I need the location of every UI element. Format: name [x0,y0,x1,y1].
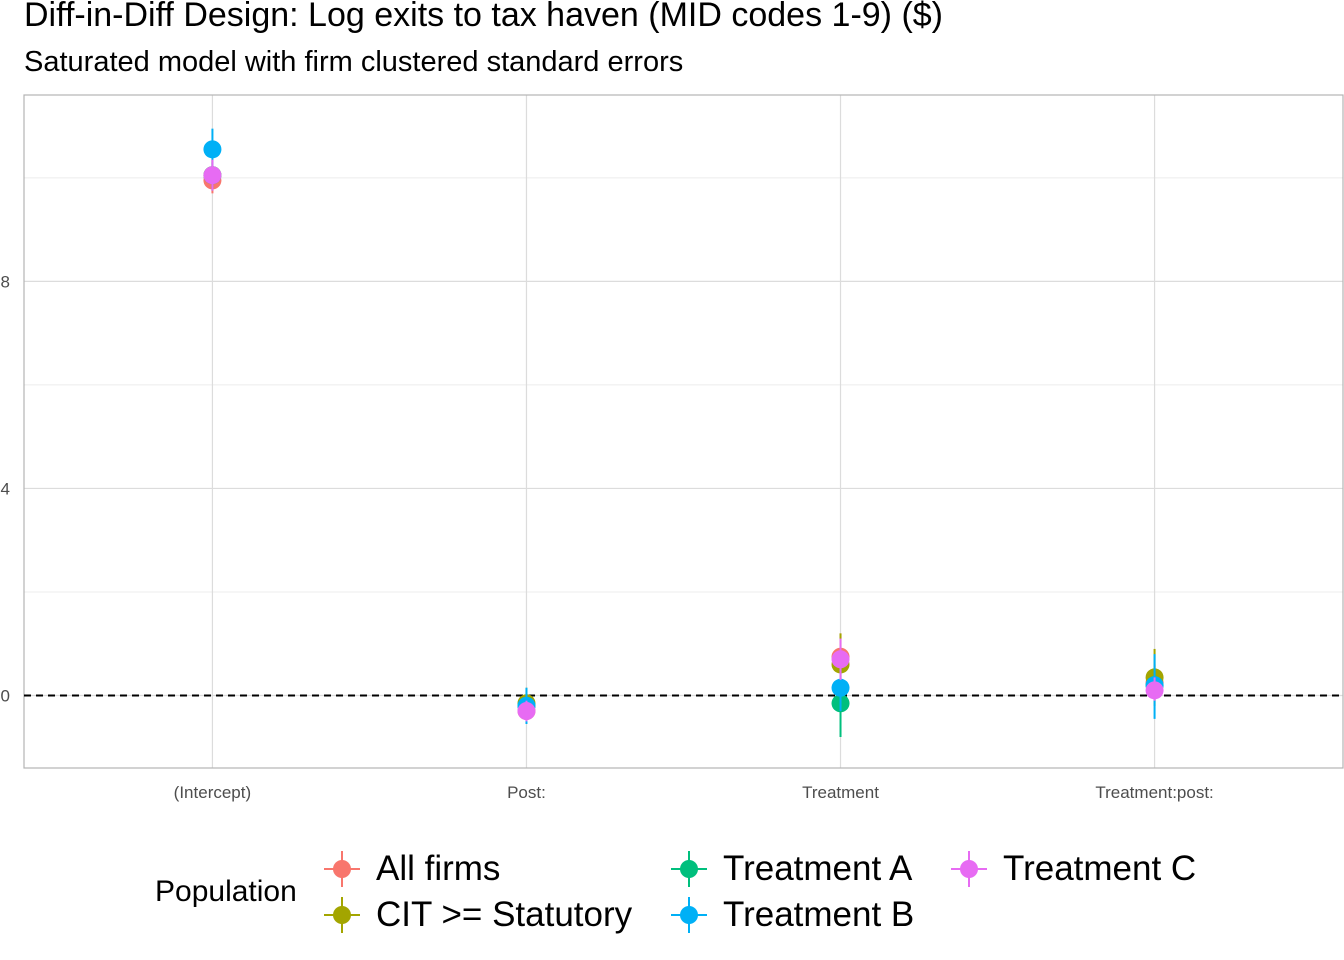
legend-key-treatment-c [947,847,991,891]
legend-key-glyph [671,897,707,933]
legend-key-point [333,906,351,924]
legend-key-point [960,860,978,878]
legend-item-all-firms: All firms [320,847,500,891]
legend-item-treatment-c: Treatment C [947,847,1196,891]
series-treatment-a [203,162,1164,737]
legend-key-treatment-a [667,847,711,891]
legend: Population All firms CIT >= Statutory Tr… [155,845,1335,945]
legend-key-treatment-b [667,893,711,937]
series-treatment-b [203,128,1164,724]
legend-label: Treatment B [723,895,915,934]
data-point [1145,681,1164,700]
legend-key-point [333,860,351,878]
panel-border [23,94,1344,769]
data-point [831,678,850,697]
x-tick-label: Treatment [802,783,879,802]
legend-label: All firms [376,849,501,888]
y-tick-label: 0 [1,687,10,706]
x-tick-label: (Intercept) [174,783,251,802]
legend-key-glyph [324,851,360,887]
legend-key-point [680,906,698,924]
series-treatment-c [203,159,1164,722]
plot-area: 0 4 8 (Intercept) Post: Treatment Treatment:po… [1,94,1344,802]
y-tick-label: 8 [1,272,10,291]
legend-label: Treatment A [723,849,913,888]
y-tick-label: 4 [1,479,10,498]
axes: 0 4 8 (Intercept) Post: Treatment Treatment:po… [1,94,1344,802]
data-point [831,650,850,669]
legend-item-cit-statutory: CIT >= Statutory [320,893,632,937]
data-point [517,702,536,721]
legend-key-glyph [671,851,707,887]
legend-key-point [680,860,698,878]
x-tick-label: Treatment:post: [1095,783,1213,802]
legend-key-all-firms [320,847,364,891]
grid [24,95,1343,768]
legend-item-treatment-b: Treatment B [667,893,914,937]
legend-label: Treatment C [1003,849,1197,888]
series-layer [203,128,1164,737]
series-all-firms [203,167,1164,722]
legend-key-glyph [324,897,360,933]
data-point [203,166,222,185]
x-tick-label: Post: [507,783,546,802]
legend-label: CIT >= Statutory [376,895,633,934]
legend-title: Population [155,875,297,908]
series-cit-statutory [203,159,1164,714]
chart-title: Diff-in-Diff Design: Log exits to tax ha… [24,0,943,34]
legend-key-glyph [951,851,987,887]
legend-item-treatment-a: Treatment A [667,847,912,891]
legend-key-cit-statutory [320,893,364,937]
chart-subtitle: Saturated model with firm clustered stan… [24,46,684,78]
data-point [203,140,222,159]
